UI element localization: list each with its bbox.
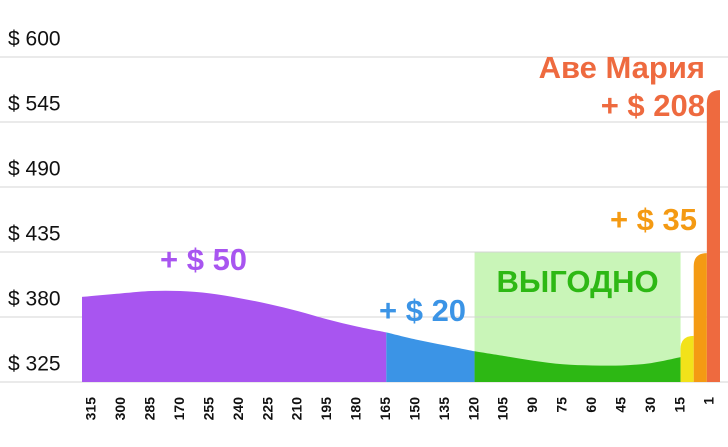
y-tick-label: $ 600 (8, 28, 61, 51)
y-tick-label: $ 325 (8, 353, 61, 376)
x-tick-label: 105 (495, 397, 511, 421)
end-bar (680, 335, 694, 382)
highlight-label: ВЫГОДНО (496, 264, 658, 299)
x-tick-label: 90 (524, 397, 540, 413)
x-tick-label: 135 (436, 397, 452, 421)
end-bar (706, 90, 720, 382)
x-tick-label: 60 (583, 397, 599, 413)
area (386, 332, 475, 382)
y-tick-label: $ 435 (8, 223, 61, 246)
area (474, 351, 681, 382)
x-tick-label: 45 (612, 397, 628, 413)
x-tick-label: 1 (701, 397, 717, 405)
x-tick-label: 255 (200, 397, 216, 421)
annotation: + $ 35 (610, 202, 697, 237)
x-tick-label: 225 (259, 397, 275, 421)
x-tick-label: 285 (142, 397, 158, 421)
x-tick-label: 180 (348, 397, 364, 421)
x-tick-label: 315 (83, 397, 99, 421)
x-tick-label: 170 (171, 397, 187, 421)
x-tick-label: 75 (554, 397, 570, 413)
x-tick-label: 120 (465, 397, 481, 421)
end-bar (693, 253, 707, 382)
annotation: + $ 50 (160, 242, 247, 277)
y-tick-label: $ 545 (8, 93, 61, 116)
x-tick-label: 165 (377, 397, 393, 421)
x-tick-label: 30 (642, 397, 658, 413)
x-tick-label: 150 (406, 397, 422, 421)
annotation: Аве Мария (539, 50, 705, 85)
annotation: + $ 20 (379, 293, 466, 328)
x-tick-label: 195 (318, 397, 334, 421)
y-tick-label: $ 380 (8, 288, 61, 311)
x-tick-label: 300 (112, 397, 128, 421)
area (82, 290, 387, 382)
annotation: + $ 208 (601, 88, 705, 123)
x-tick-label: 210 (289, 397, 305, 421)
y-tick-label: $ 490 (8, 158, 61, 181)
x-tick-label: 15 (671, 397, 687, 413)
x-tick-label: 240 (230, 397, 246, 421)
